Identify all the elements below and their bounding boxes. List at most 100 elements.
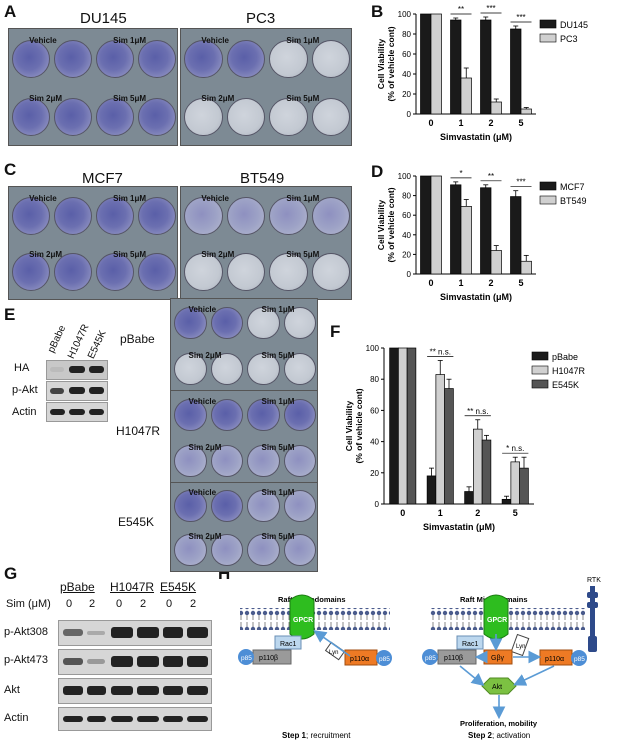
blot-g-row-pakt473: p-Akt473: [4, 654, 49, 666]
pc3-label: Sim 1μM: [286, 35, 320, 45]
h1047r-well: [247, 444, 280, 478]
p110b-label-1: p110β: [259, 655, 278, 662]
bt549-well: [184, 252, 223, 292]
h1047r-well: [174, 444, 207, 478]
du145-label: Sim 2μM: [29, 93, 63, 103]
mcf7-well: [54, 197, 92, 235]
x-tick-label: 0: [428, 118, 433, 128]
x-tick-label: 2: [488, 278, 493, 288]
blot-row-ha: HA: [14, 362, 30, 374]
significance-label: ***: [516, 178, 525, 187]
rtk-label: RTK: [587, 577, 601, 584]
panel-letter-c: C: [4, 160, 17, 179]
bt549-label: Sim 2μM: [201, 249, 235, 259]
pbabe-well: [210, 352, 243, 386]
bt549-well: [311, 252, 350, 292]
pc3-well: [269, 97, 308, 137]
mcf7-label: Sim 2μM: [29, 249, 63, 259]
x-axis-title: Simvastatin (μM): [423, 522, 495, 532]
y-tick-label: 80: [370, 375, 379, 384]
bar: [481, 439, 492, 505]
du145-well: [96, 98, 134, 136]
du145-label: Vehicle: [29, 35, 57, 45]
h1047r-label: Sim 2μM: [188, 442, 222, 452]
du145-well: [54, 40, 92, 78]
pc3-well: [226, 39, 265, 79]
bar: [490, 101, 502, 115]
significance-label: ** n.s.: [430, 347, 451, 356]
h1047r-well: [210, 444, 243, 478]
blot-g-group-pbabe: pBabe: [60, 580, 95, 594]
legend-swatch: [539, 19, 557, 29]
mcf7-well: [96, 253, 134, 291]
bt549-well: [226, 252, 265, 292]
y-axis-title: Cell Viability: [344, 401, 354, 452]
e545k-label: Sim 5μM: [261, 532, 295, 542]
bar: [501, 498, 512, 505]
e545k-well: [174, 489, 207, 523]
rac1-label-1: Rac1: [280, 641, 296, 648]
mcf7-well: [12, 197, 50, 235]
legend-label: MCF7: [560, 182, 585, 192]
x-tick-label: 2: [475, 508, 480, 518]
legend-swatch: [539, 181, 557, 191]
h1047r-well: [174, 398, 207, 432]
lyn-label-1: Lyn: [329, 650, 338, 656]
bar: [435, 374, 445, 505]
bt549-label: Sim 5μM: [286, 249, 320, 259]
y-axis-title: Cell Viability: [376, 200, 386, 251]
x-tick-label: 0: [428, 278, 433, 288]
plate-title-du145: DU145: [80, 10, 127, 27]
blot-row-pakt: p-Akt: [12, 384, 38, 396]
y-tick-label: 20: [402, 250, 411, 259]
plate-mcf7: Vehicle Sim 1μM Sim 2μM Sim 5μM: [8, 186, 178, 300]
plate-title-mcf7: MCF7: [82, 170, 123, 187]
plate-pbabe: Vehicle Sim 1μM Sim 2μM Sim 5μM: [170, 298, 318, 392]
p110a-label-2: p110α: [545, 656, 564, 663]
blot-g-row-actin: Actin: [4, 712, 29, 724]
y-tick-label: 0: [375, 500, 380, 509]
arrow-p110a-akt: [513, 665, 555, 686]
du145-well: [138, 40, 176, 78]
bar: [430, 175, 442, 275]
blot-row-actin: Actin: [12, 406, 37, 418]
pc3-label: Sim 5μM: [286, 93, 320, 103]
blot-pakt: [46, 381, 108, 401]
y-axis-subtitle: (% of vehicle cont): [354, 388, 364, 463]
p110a-label-1: p110α: [350, 656, 369, 663]
e545k-label: Sim 2μM: [188, 532, 222, 542]
blot-g-dose-4: 2: [140, 598, 147, 610]
legend-swatch: [531, 351, 549, 361]
y-axis-subtitle: (% of vehicle cont): [386, 187, 396, 262]
mcf7-well: [138, 253, 176, 291]
significance-label: * n.s.: [506, 444, 524, 453]
y-tick-label: 100: [398, 172, 412, 181]
du145-well: [138, 98, 176, 136]
e545k-well: [210, 533, 243, 567]
chart-b: 0 20 40 60 80 100 0 1 ** 2 *** 5 *** Simvastatin (μM)…: [376, 4, 588, 142]
p85-1a: [238, 649, 254, 665]
bar: [473, 428, 483, 505]
plate-e545k: Vehicle Sim 1μM Sim 2μM Sim 5μM: [170, 482, 318, 572]
arrow-1: [313, 630, 351, 657]
significance-label: ** n.s.: [467, 407, 488, 416]
y-tick-label: 60: [402, 50, 411, 59]
x-tick-label: 5: [513, 508, 518, 518]
bar: [460, 77, 472, 115]
panel-letter-e: E: [4, 305, 16, 324]
blot-lane-e545k: E545K: [86, 328, 109, 361]
pathway-diagram: Raft Microdomains GPCR Rac1 p110β p85 Ly…: [238, 577, 601, 740]
pbabe-label: Sim 2μM: [188, 350, 222, 360]
akt-node: [481, 677, 517, 695]
plate-row-label-pbabe: pBabe: [120, 332, 155, 346]
rac1-2: [456, 635, 484, 650]
y-tick-label: 80: [402, 192, 411, 201]
significance-label: *: [459, 169, 462, 178]
gpcr-1: GPCR: [289, 594, 315, 640]
bt549-well: [226, 196, 265, 236]
pc3-well: [311, 39, 350, 79]
arrow-p110b-akt: [459, 665, 485, 687]
bt549-label: Sim 1μM: [286, 193, 320, 203]
legend-label: H1047R: [552, 366, 586, 376]
bar: [420, 13, 432, 115]
